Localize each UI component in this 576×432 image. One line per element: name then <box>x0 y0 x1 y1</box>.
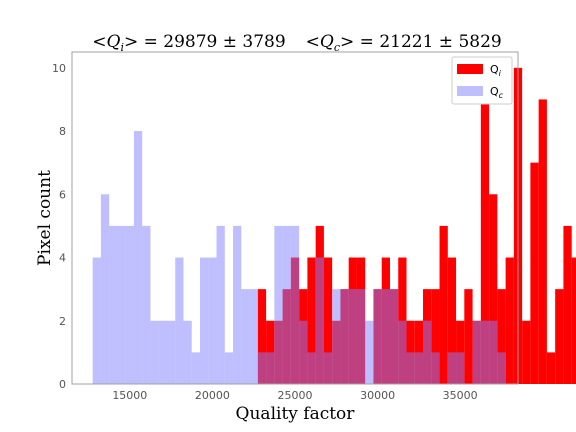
bar <box>175 257 184 384</box>
bar <box>472 320 481 384</box>
y-tick-label: 4 <box>59 252 66 265</box>
bar <box>332 289 341 384</box>
bar <box>200 257 209 384</box>
bar <box>142 225 151 384</box>
bar <box>497 352 506 384</box>
y-axis-label: Pixel count <box>35 170 55 266</box>
bar <box>158 320 167 384</box>
bar <box>249 289 258 384</box>
y-tick-labels: 0 2 4 6 8 10 <box>52 62 66 391</box>
series-1 <box>92 131 506 384</box>
y-tick-label: 8 <box>59 125 66 138</box>
y-tick-label: 2 <box>59 315 66 328</box>
bar <box>323 257 333 384</box>
bar <box>456 352 465 384</box>
bar <box>282 225 291 384</box>
bar <box>398 320 407 384</box>
bar <box>274 225 283 384</box>
title-qi-value: > = 29879 ± 3789 <box>124 32 286 52</box>
title-qc-symbol: <Q <box>306 32 334 52</box>
bar <box>241 289 250 384</box>
legend-label-qc: Qc <box>490 85 504 100</box>
bar <box>356 289 366 384</box>
title-qi-symbol: <Q <box>92 32 120 52</box>
legend-label-qi: Qi <box>490 63 502 78</box>
bar <box>439 225 448 384</box>
bar <box>307 352 316 384</box>
bar <box>389 289 399 384</box>
legend-swatch-qc <box>457 86 483 96</box>
bar <box>315 257 324 384</box>
legend-swatch-qi <box>457 64 483 74</box>
bar <box>166 320 176 384</box>
bar <box>555 289 564 384</box>
y-tick-label: 6 <box>59 188 66 201</box>
x-tick-label: 35000 <box>443 389 478 402</box>
bar <box>257 289 267 384</box>
bar <box>183 320 192 384</box>
bar <box>307 257 316 384</box>
x-tick-label: 25000 <box>278 389 313 402</box>
bar <box>480 320 490 384</box>
bar <box>100 194 110 384</box>
x-axis-label: Quality factor <box>236 404 356 424</box>
bar <box>191 352 201 384</box>
bar <box>489 320 498 384</box>
plot-area <box>92 67 576 385</box>
bar <box>423 320 432 384</box>
bar <box>365 320 374 384</box>
bar <box>233 225 242 384</box>
legend: Qi Qc <box>451 56 513 105</box>
bar <box>290 225 300 384</box>
x-tick-labels: 15000 20000 25000 30000 35000 <box>112 389 477 402</box>
bar <box>447 257 457 384</box>
bar <box>464 289 473 384</box>
plot-frame <box>71 51 519 385</box>
bar <box>133 131 143 384</box>
bar <box>497 289 506 384</box>
x-tick-label: 30000 <box>360 389 395 402</box>
chart-title: <Qi> = 29879 ± 3789 <Qc> = 21221 ± 5829 <box>92 32 501 54</box>
bar <box>92 257 101 384</box>
x-tick-label: 20000 <box>195 389 230 402</box>
x-tick-label: 15000 <box>112 389 147 402</box>
bar <box>505 257 514 384</box>
bar <box>257 352 267 384</box>
bar <box>522 320 531 384</box>
bar <box>489 194 498 384</box>
bar <box>109 225 118 384</box>
bar <box>447 352 457 384</box>
title-qc-value: > = 21221 ± 5829 <box>340 32 502 52</box>
bar <box>406 352 415 384</box>
bar <box>571 257 576 384</box>
bar <box>224 352 234 384</box>
bar <box>480 67 490 385</box>
bar <box>414 352 424 384</box>
bar <box>150 320 159 384</box>
bar <box>431 289 440 384</box>
bar <box>266 352 275 384</box>
bar <box>340 289 349 384</box>
bar <box>323 352 333 384</box>
bar <box>208 257 217 384</box>
title-qi-sub: i <box>120 41 124 54</box>
bar <box>381 289 390 384</box>
bar <box>538 99 547 384</box>
bar <box>299 320 308 384</box>
bar <box>546 352 556 384</box>
y-tick-label: 10 <box>52 62 66 75</box>
bar <box>348 289 357 384</box>
bar <box>373 289 382 384</box>
bar <box>216 225 225 384</box>
bar <box>125 225 134 384</box>
bar <box>431 352 440 384</box>
bar <box>530 162 539 384</box>
bar <box>117 225 126 384</box>
y-tick-label: 0 <box>59 378 66 391</box>
title-qc-sub: c <box>334 41 340 54</box>
bar <box>563 225 572 384</box>
